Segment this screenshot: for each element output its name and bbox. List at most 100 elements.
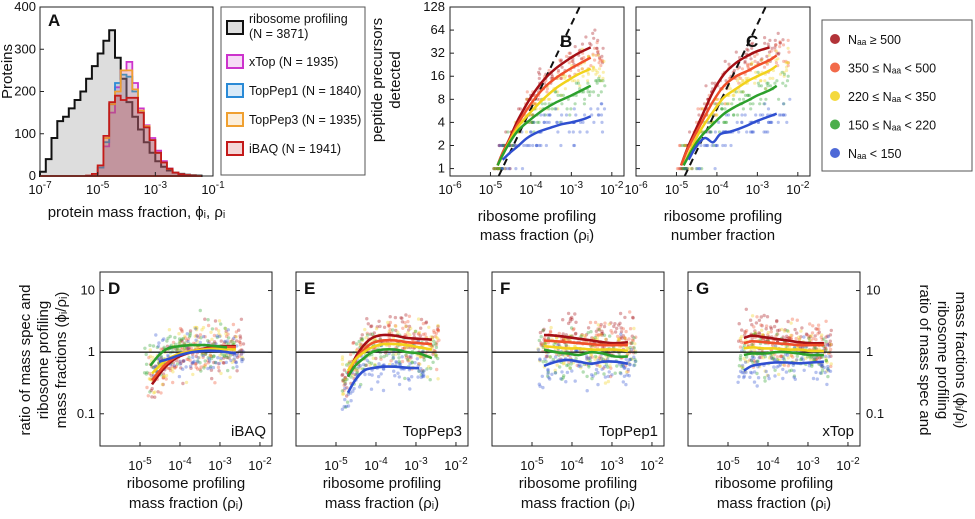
x-tick-label: 10-3 bbox=[746, 180, 770, 197]
data-point bbox=[742, 375, 746, 380]
data-point bbox=[554, 347, 558, 352]
data-point bbox=[194, 361, 198, 366]
data-point bbox=[558, 365, 562, 369]
data-point bbox=[708, 130, 712, 134]
data-point bbox=[598, 355, 602, 359]
axis-label-y-d-1: ratio of mass spec and bbox=[17, 285, 34, 436]
data-point bbox=[602, 324, 607, 329]
data-point bbox=[702, 102, 707, 106]
data-point bbox=[750, 46, 754, 50]
data-point bbox=[801, 358, 805, 362]
data-point bbox=[531, 120, 535, 124]
data-point bbox=[526, 143, 530, 148]
plot-frame bbox=[635, 6, 811, 177]
data-point bbox=[822, 365, 826, 370]
x-tick-label: 10-4 bbox=[756, 456, 780, 473]
x-tick-label: 10-2 bbox=[600, 180, 624, 197]
data-point bbox=[802, 335, 806, 339]
x-tick-label: 10-3 bbox=[796, 456, 820, 473]
plot-bg bbox=[688, 272, 860, 446]
data-point bbox=[219, 322, 223, 326]
trend-line-n350 bbox=[679, 54, 778, 166]
data-point bbox=[596, 382, 600, 387]
data-point bbox=[403, 333, 407, 337]
data-point bbox=[759, 58, 763, 62]
data-point bbox=[823, 345, 827, 349]
axis-label-x-2: mass fraction (ρᵢ) bbox=[717, 495, 831, 512]
data-point bbox=[760, 58, 764, 62]
data-point bbox=[203, 352, 207, 356]
data-point bbox=[357, 339, 361, 344]
data-point bbox=[151, 355, 155, 360]
data-point bbox=[738, 369, 743, 374]
data-point bbox=[173, 366, 177, 370]
data-point bbox=[583, 334, 587, 338]
data-point bbox=[234, 330, 239, 334]
data-point bbox=[789, 354, 793, 358]
data-point bbox=[217, 369, 221, 373]
data-point bbox=[764, 324, 769, 328]
data-point bbox=[168, 366, 172, 371]
data-point bbox=[746, 48, 750, 52]
data-point bbox=[550, 107, 554, 111]
data-point bbox=[537, 338, 541, 343]
data-point bbox=[589, 373, 594, 377]
data-point bbox=[768, 84, 773, 88]
data-point bbox=[727, 102, 731, 106]
data-point bbox=[813, 334, 817, 338]
data-point bbox=[748, 358, 752, 362]
data-point bbox=[591, 31, 595, 35]
data-point bbox=[153, 395, 157, 399]
data-point bbox=[680, 167, 684, 171]
data-point bbox=[797, 335, 801, 339]
data-point bbox=[342, 388, 346, 392]
data-point bbox=[541, 328, 545, 332]
data-point bbox=[819, 363, 824, 367]
data-point bbox=[594, 53, 598, 57]
data-point bbox=[430, 344, 434, 349]
data-point bbox=[432, 339, 436, 343]
data-point bbox=[532, 120, 536, 124]
plot-bg bbox=[100, 272, 272, 446]
data-point bbox=[697, 167, 701, 171]
data-point bbox=[810, 364, 814, 368]
data-point bbox=[434, 331, 438, 336]
data-point bbox=[680, 167, 684, 171]
data-point bbox=[737, 364, 742, 368]
data-point bbox=[434, 345, 439, 350]
data-point bbox=[597, 356, 602, 360]
data-point bbox=[393, 315, 398, 320]
data-point bbox=[804, 346, 808, 350]
data-point bbox=[748, 62, 752, 66]
data-point bbox=[786, 46, 790, 50]
data-point bbox=[819, 355, 823, 359]
data-point bbox=[595, 79, 599, 83]
data-point bbox=[497, 143, 501, 148]
data-point bbox=[577, 364, 581, 368]
data-point bbox=[682, 143, 686, 148]
data-point bbox=[538, 359, 542, 363]
data-point bbox=[577, 68, 581, 73]
data-point bbox=[618, 311, 623, 316]
method-label-g: xTop bbox=[822, 423, 854, 440]
data-point bbox=[781, 81, 785, 85]
data-point bbox=[751, 360, 755, 365]
data-point bbox=[767, 376, 771, 381]
data-point bbox=[781, 357, 785, 361]
data-point bbox=[212, 340, 217, 344]
data-point bbox=[565, 363, 569, 368]
data-point bbox=[224, 355, 229, 360]
data-point bbox=[807, 364, 812, 368]
trend-line-nlt150 bbox=[543, 358, 629, 368]
data-point bbox=[194, 328, 199, 332]
data-point bbox=[347, 360, 352, 364]
data-point bbox=[683, 167, 687, 171]
data-point bbox=[575, 363, 579, 368]
data-point bbox=[598, 57, 602, 61]
data-point bbox=[622, 366, 626, 370]
data-point bbox=[766, 333, 770, 337]
data-point bbox=[811, 376, 816, 381]
data-point bbox=[341, 378, 345, 382]
data-point bbox=[628, 345, 632, 350]
legend-marker-n220 bbox=[830, 91, 840, 101]
